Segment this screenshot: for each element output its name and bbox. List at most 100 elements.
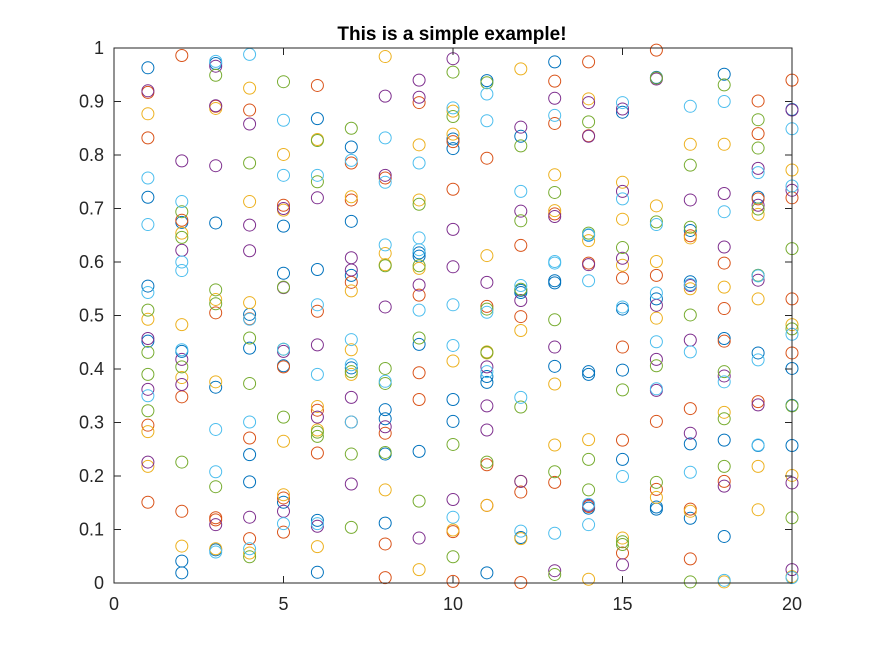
data-point: [277, 504, 290, 518]
data-point: [175, 48, 189, 62]
data-point: [717, 459, 731, 473]
data-point: [209, 545, 223, 559]
data-point: [344, 447, 358, 461]
data-point: [209, 216, 223, 230]
data-point: [683, 426, 697, 440]
data-point: [243, 47, 257, 61]
data-point: [412, 96, 426, 110]
data-point: [175, 195, 189, 209]
data-point: [175, 243, 189, 257]
data-point: [649, 254, 663, 268]
data-point: [209, 59, 223, 73]
data-point: [446, 65, 460, 79]
data-point: [649, 352, 663, 366]
data-point: [480, 345, 494, 359]
data-point: [480, 455, 494, 469]
data-point: [616, 271, 629, 285]
data-point: [582, 96, 596, 110]
data-point: [378, 131, 392, 145]
data-point: [751, 113, 765, 127]
data-point: [344, 190, 358, 204]
data-point: [582, 228, 596, 242]
data-point: [446, 182, 460, 196]
data-point: [209, 380, 223, 394]
data-point: [649, 490, 663, 504]
data-point: [548, 55, 562, 69]
data-point: [514, 286, 528, 299]
data-point: [378, 426, 392, 440]
data-point: [683, 465, 697, 479]
data-point: [548, 185, 562, 199]
data-point: [209, 542, 223, 556]
data-point: [243, 312, 257, 326]
data-point: [378, 403, 392, 417]
data-point: [310, 513, 324, 527]
data-point: [649, 335, 663, 349]
data-point: [683, 223, 697, 237]
data-point: [683, 282, 697, 296]
data-point: [649, 475, 663, 489]
y-tick-label: 0: [94, 573, 104, 593]
data-point: [514, 400, 528, 414]
data-point: [243, 81, 257, 95]
data-point: [717, 365, 731, 379]
data-point: [480, 375, 494, 389]
data-point: [514, 532, 528, 546]
data-point: [548, 475, 562, 489]
data-point: [378, 483, 392, 497]
data-point: [548, 313, 562, 327]
data-point: [141, 425, 155, 439]
data-point: [751, 459, 765, 473]
data-point: [243, 296, 257, 310]
data-point: [378, 571, 392, 585]
data-point: [548, 210, 562, 224]
data-point: [412, 197, 426, 211]
data-point: [514, 524, 528, 538]
data-point: [175, 352, 189, 366]
data-point: [344, 268, 358, 282]
data-point: [717, 95, 731, 108]
data-point: [649, 311, 663, 325]
data-point: [514, 279, 528, 293]
data-point: [175, 213, 189, 227]
data-point: [378, 300, 392, 314]
data-point: [243, 510, 257, 524]
series-2: [141, 43, 799, 589]
data-point: [751, 127, 765, 141]
data-point: [141, 418, 155, 432]
data-point: [209, 513, 223, 527]
x-tick-label: 15: [612, 594, 632, 614]
data-point: [582, 365, 596, 379]
data-point: [751, 166, 765, 180]
data-point: [751, 346, 765, 360]
data-point: [175, 230, 189, 244]
data-point: [751, 438, 765, 452]
data-point: [649, 382, 663, 396]
data-point: [480, 299, 494, 313]
data-point: [310, 168, 324, 182]
data-point: [209, 518, 223, 532]
data-point: [310, 403, 324, 417]
data-point: [209, 480, 223, 494]
data-point: [277, 168, 290, 182]
data-point: [378, 171, 392, 185]
data-point: [412, 90, 426, 104]
data-point: [582, 55, 596, 69]
data-point: [649, 215, 663, 229]
data-point: [616, 175, 629, 189]
data-point: [616, 452, 629, 466]
data-point: [310, 367, 324, 381]
data-point: [378, 420, 392, 434]
data-point: [616, 535, 629, 549]
data-point: [683, 158, 697, 172]
data-point: [514, 282, 528, 296]
data-point: [277, 147, 290, 161]
data-point: [480, 302, 494, 316]
data-point: [751, 207, 765, 221]
data-point: [243, 550, 257, 564]
data-point: [446, 414, 460, 428]
data-point: [175, 343, 189, 357]
data-point: [378, 168, 392, 182]
data-point: [412, 288, 426, 302]
